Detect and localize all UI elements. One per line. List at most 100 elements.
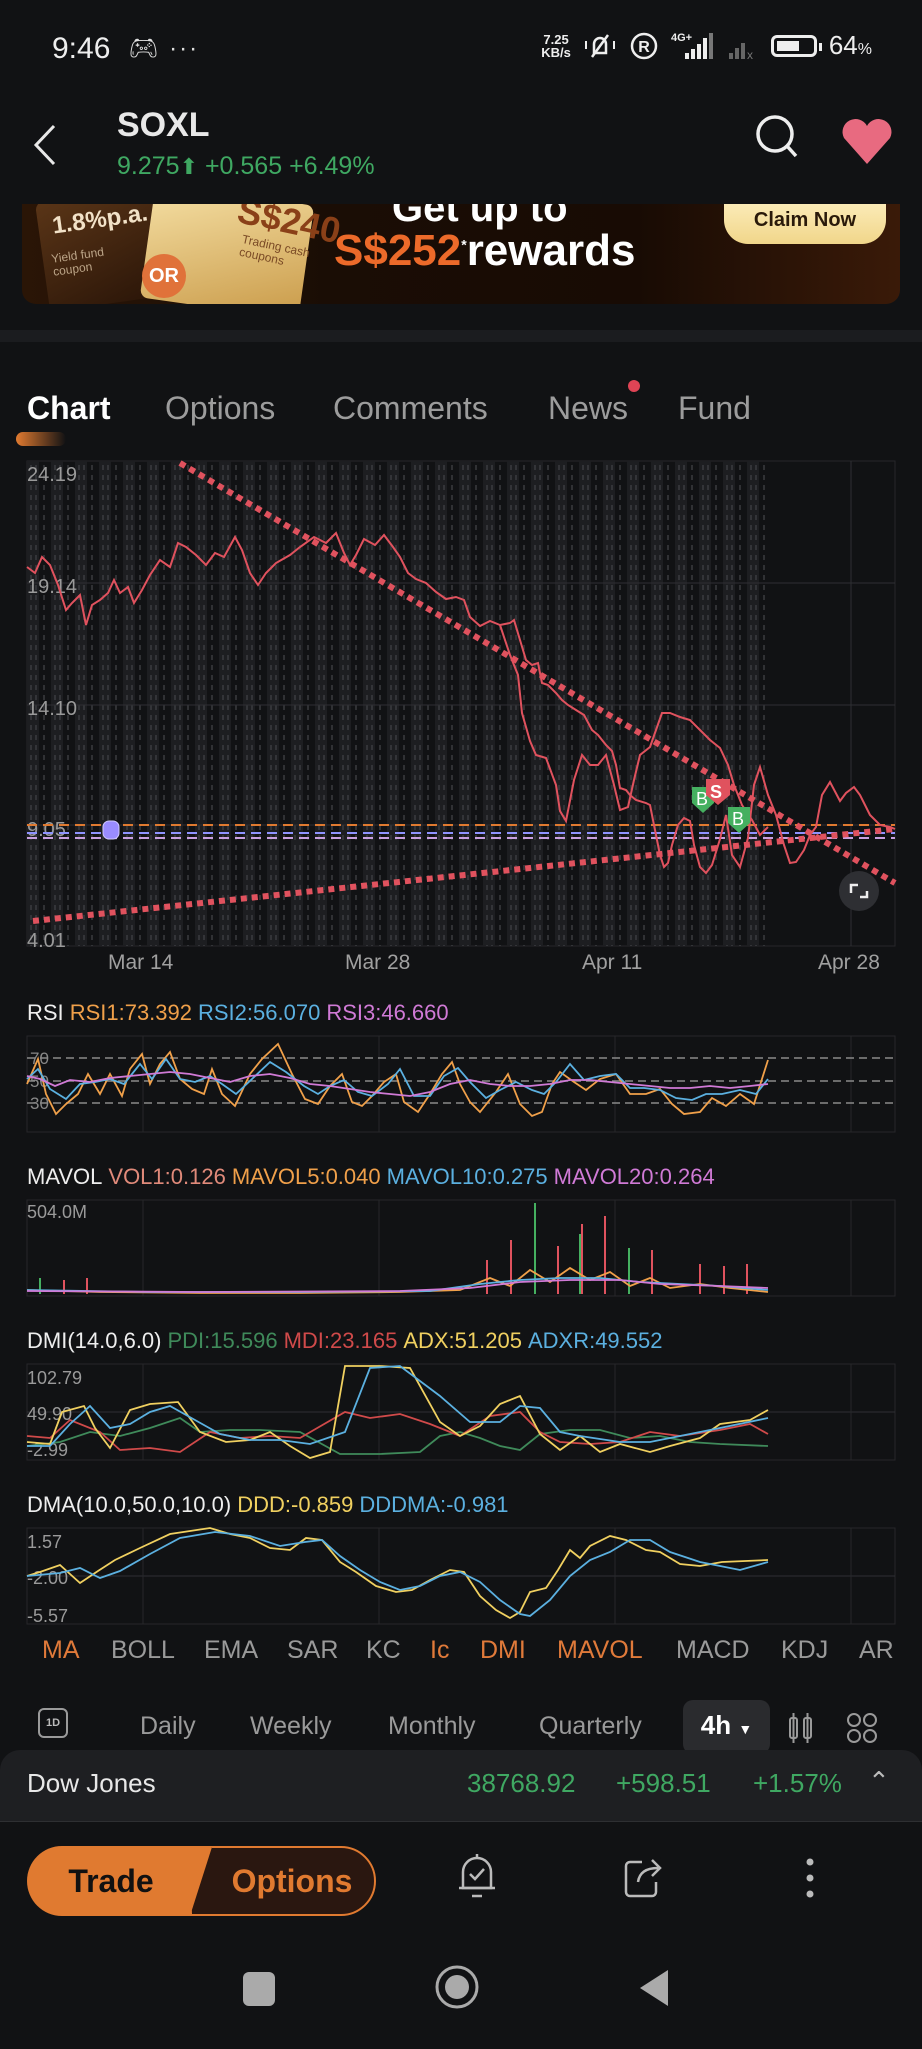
claim-now-button[interactable]: Claim Now	[724, 204, 886, 244]
session-stripes	[27, 461, 769, 946]
period-weekly[interactable]: Weekly	[250, 1712, 332, 1740]
indicator-ichimoku[interactable]: Ic	[430, 1636, 450, 1664]
quote-line: 9.275⬆︎ +0.565 +6.49%	[117, 152, 375, 181]
share-icon[interactable]	[622, 1854, 666, 1900]
status-left-icons: 🎮︎ ···	[128, 34, 199, 63]
news-badge-dot	[628, 380, 640, 392]
game-controller-icon: 🎮︎	[128, 35, 161, 62]
tab-news[interactable]: News	[548, 390, 629, 426]
price-chart[interactable]: 24.19 19.14 14.10 9.05 4.01 B S B Mar 14…	[0, 455, 922, 995]
svg-text:Apr 28: Apr 28	[818, 951, 880, 974]
period-monthly[interactable]: Monthly	[388, 1712, 476, 1740]
svg-text:14.10: 14.10	[27, 698, 77, 720]
tab-comments[interactable]: Comments	[333, 390, 488, 426]
svg-text:S: S	[710, 782, 722, 802]
mavol-legend[interactable]: MAVOL VOL1:0.126 MAVOL5:0.040 MAVOL10:0.275…	[27, 1164, 715, 1189]
system-nav-bar	[0, 1940, 922, 2049]
svg-text:x: x	[747, 48, 753, 61]
indicator-mavol[interactable]: MAVOL	[557, 1636, 643, 1664]
favorite-heart-icon[interactable]	[840, 118, 894, 166]
indicator-kc[interactable]: KC	[366, 1636, 401, 1664]
indicator-selector: MA BOLL EMA SAR KC Ic DMI MAVOL MACD KDJ…	[0, 1636, 922, 1676]
fullscreen-button[interactable]	[839, 871, 879, 911]
indicator-ma[interactable]: MA	[42, 1636, 80, 1664]
battery-icon	[770, 34, 822, 57]
indicator-ar[interactable]: AR	[859, 1636, 894, 1664]
svg-text:Apr 11: Apr 11	[582, 951, 642, 974]
svg-text:B: B	[696, 789, 708, 809]
candlestick-icon[interactable]	[786, 1712, 816, 1744]
svg-text:24.19: 24.19	[27, 464, 77, 486]
rsi-legend[interactable]: RSI RSI1:73.392 RSI2:56.070 RSI3:46.660	[27, 1000, 449, 1025]
status-bar: 9:46 🎮︎ ··· 7.25 KB/s R 4G+ x 64%	[0, 0, 922, 100]
indicator-dmi[interactable]: DMI	[480, 1636, 526, 1664]
price-change: +0.565	[204, 152, 283, 180]
indicator-macd[interactable]: MACD	[676, 1636, 750, 1664]
search-icon[interactable]	[752, 112, 802, 162]
svg-text:Mar 28: Mar 28	[345, 951, 410, 974]
index-change: +598.51	[616, 1768, 711, 1798]
indicator-ema[interactable]: EMA	[204, 1636, 259, 1664]
intraday-1d-button[interactable]: 1D	[38, 1708, 68, 1738]
tab-options[interactable]: Options	[165, 390, 276, 426]
tab-chart[interactable]: Chart	[27, 390, 111, 426]
svg-text:4G+: 4G+	[671, 32, 692, 44]
back-arrow-icon[interactable]	[28, 120, 68, 170]
signal-4g-icon: 4G+	[671, 32, 713, 59]
more-vertical-icon[interactable]	[800, 1856, 820, 1900]
svg-text:19.14: 19.14	[27, 576, 77, 598]
home-icon[interactable]	[434, 1964, 480, 2010]
alert-bell-icon[interactable]	[102, 820, 120, 840]
trade-button[interactable]: Trade	[27, 1846, 217, 1916]
silent-bell-icon	[584, 33, 615, 58]
price-line	[26, 531, 896, 875]
period-4h-dropdown[interactable]: 4h ▼	[683, 1700, 770, 1754]
uptrend-line[interactable]	[32, 826, 896, 924]
svg-text:102.79: 102.79	[27, 1368, 82, 1388]
banner-headline: Get up to	[392, 204, 568, 230]
stock-header: SOXL 9.275⬆︎ +0.565 +6.49%	[0, 100, 922, 200]
volume-chart[interactable]: 504.0M	[0, 1198, 922, 1298]
banner-offer: S$252*rewards	[334, 226, 636, 275]
up-arrow-icon: ⬆︎	[179, 154, 198, 179]
dma-chart[interactable]: 1.57 -2.00 -5.57	[0, 1526, 922, 1626]
tab-fund[interactable]: Fund	[678, 390, 751, 426]
caret-down-icon: ▼	[738, 1721, 753, 1737]
period-daily[interactable]: Daily	[140, 1712, 196, 1740]
signal-nosim-icon: x	[728, 42, 753, 61]
action-bar: Trade Options	[0, 1822, 922, 1942]
svg-text:-5.57: -5.57	[27, 1606, 68, 1626]
svg-text:B: B	[732, 809, 744, 829]
index-ticker-bar[interactable]: Dow Jones 38768.92 +598.51 +1.57% ⌃	[0, 1750, 922, 1822]
sell-marker[interactable]: S	[706, 779, 730, 805]
index-change-pct: +1.57%	[753, 1768, 842, 1798]
battery-percent: 64%	[828, 30, 872, 60]
recent-apps-icon[interactable]	[242, 1970, 276, 2008]
promo-banner[interactable]: 1.8%p.a. Yield fund coupon S$240 Trading…	[22, 204, 900, 304]
back-nav-icon[interactable]	[636, 1968, 672, 2008]
dma-legend[interactable]: DMA(10.0,50.0,10.0) DDD:-0.859 DDDMA:-0.98…	[27, 1492, 509, 1517]
net-speed: 7.25 KB/s	[541, 31, 571, 60]
svg-text:R: R	[638, 39, 650, 56]
svg-text:504.0M: 504.0M	[27, 1202, 87, 1222]
status-right: 7.25 KB/s R 4G+ x 64%	[541, 30, 872, 61]
svg-text:1.57: 1.57	[27, 1532, 62, 1552]
grid-layout-icon[interactable]	[846, 1712, 878, 1744]
dmi-legend[interactable]: DMI(14.0,6.0) PDI:15.596 MDI:23.165 ADX:51.…	[27, 1328, 663, 1353]
price-alert-bell-icon[interactable]	[455, 1852, 499, 1902]
buy-marker[interactable]: B	[728, 807, 750, 833]
roaming-r-icon: R	[630, 32, 658, 59]
index-value: 38768.92	[467, 1768, 576, 1798]
svg-text:30: 30	[30, 1094, 49, 1113]
indicator-boll[interactable]: BOLL	[111, 1636, 175, 1664]
index-name: Dow Jones	[27, 1768, 156, 1798]
status-time: 9:46	[52, 32, 111, 65]
indicator-sar[interactable]: SAR	[287, 1636, 339, 1664]
period-quarterly[interactable]: Quarterly	[539, 1712, 642, 1740]
indicator-kdj[interactable]: KDJ	[781, 1636, 829, 1664]
section-divider	[0, 330, 922, 342]
chevron-up-icon[interactable]: ⌃	[868, 1766, 890, 1796]
options-button[interactable]: Options	[190, 1846, 376, 1916]
